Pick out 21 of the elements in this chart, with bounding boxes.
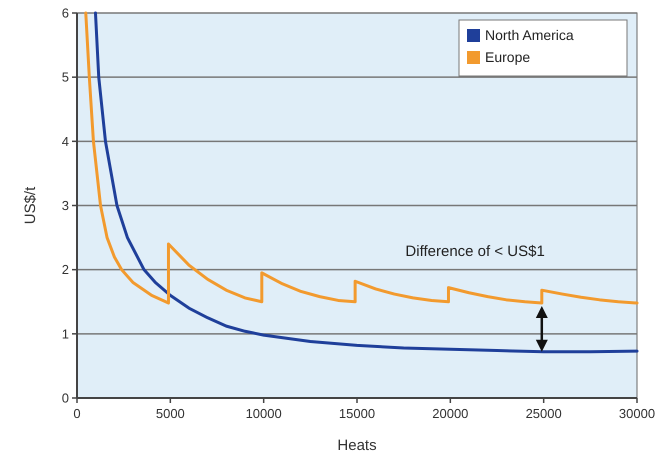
x-tick-label: 0 <box>73 406 81 421</box>
y-tick-label: 6 <box>62 6 69 21</box>
y-tick-label: 5 <box>62 70 69 85</box>
x-tick-label: 10000 <box>246 406 282 421</box>
legend-label: Europe <box>485 49 530 65</box>
x-tick-label: 15000 <box>338 406 376 421</box>
line-series <box>84 12 638 305</box>
line-series <box>94 12 638 354</box>
annotation: Difference of < US$1 <box>405 243 545 260</box>
y-tick-label: 0 <box>62 390 69 406</box>
y-axis-title: US$/t <box>22 186 39 224</box>
legend-label: North America <box>485 27 574 43</box>
y-tick-label: 2 <box>62 262 69 278</box>
y-tick-label: 1 <box>62 326 69 342</box>
x-tick-label: 30000 <box>618 406 656 421</box>
x-tick-label: 25000 <box>526 406 562 421</box>
y-tick-label: 3 <box>62 198 69 214</box>
x-tick-label: 5000 <box>156 406 185 421</box>
x-axis-title: Heats <box>337 437 377 454</box>
x-tick-label: 20000 <box>432 406 468 421</box>
y-tick-label: 4 <box>62 134 69 149</box>
